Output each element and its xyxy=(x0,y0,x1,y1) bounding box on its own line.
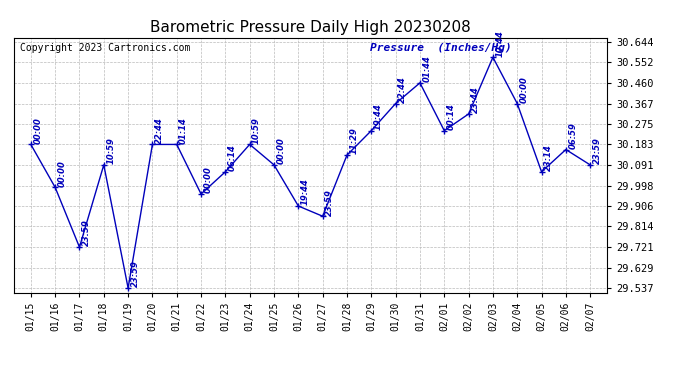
Text: 00:00: 00:00 xyxy=(520,76,529,103)
Text: 01:14: 01:14 xyxy=(179,117,188,144)
Text: 23:59: 23:59 xyxy=(593,137,602,164)
Text: 23:14: 23:14 xyxy=(544,144,553,171)
Text: 23:59: 23:59 xyxy=(325,189,334,216)
Text: 19:44: 19:44 xyxy=(301,178,310,206)
Text: Pressure  (Inches/Hg): Pressure (Inches/Hg) xyxy=(370,43,511,52)
Title: Barometric Pressure Daily High 20230208: Barometric Pressure Daily High 20230208 xyxy=(150,20,471,35)
Text: 22:44: 22:44 xyxy=(398,76,407,103)
Text: 22:44: 22:44 xyxy=(155,117,164,144)
Text: 19:44: 19:44 xyxy=(374,103,383,130)
Text: Copyright 2023 Cartronics.com: Copyright 2023 Cartronics.com xyxy=(20,43,190,52)
Text: 06:59: 06:59 xyxy=(569,122,578,149)
Text: 00:00: 00:00 xyxy=(277,137,286,164)
Text: 23:59: 23:59 xyxy=(130,261,139,287)
Text: 00:00: 00:00 xyxy=(204,166,213,194)
Text: 23:44: 23:44 xyxy=(471,86,480,113)
Text: 00:14: 00:14 xyxy=(446,103,455,130)
Text: 11:29: 11:29 xyxy=(349,128,358,154)
Text: 00:00: 00:00 xyxy=(57,160,66,187)
Text: 10:59: 10:59 xyxy=(252,117,261,144)
Text: 06:14: 06:14 xyxy=(228,144,237,171)
Text: 10:44: 10:44 xyxy=(495,30,504,57)
Text: 10:59: 10:59 xyxy=(106,137,115,164)
Text: 00:00: 00:00 xyxy=(33,117,42,144)
Text: 01:44: 01:44 xyxy=(422,55,431,82)
Text: 23:59: 23:59 xyxy=(82,220,91,246)
